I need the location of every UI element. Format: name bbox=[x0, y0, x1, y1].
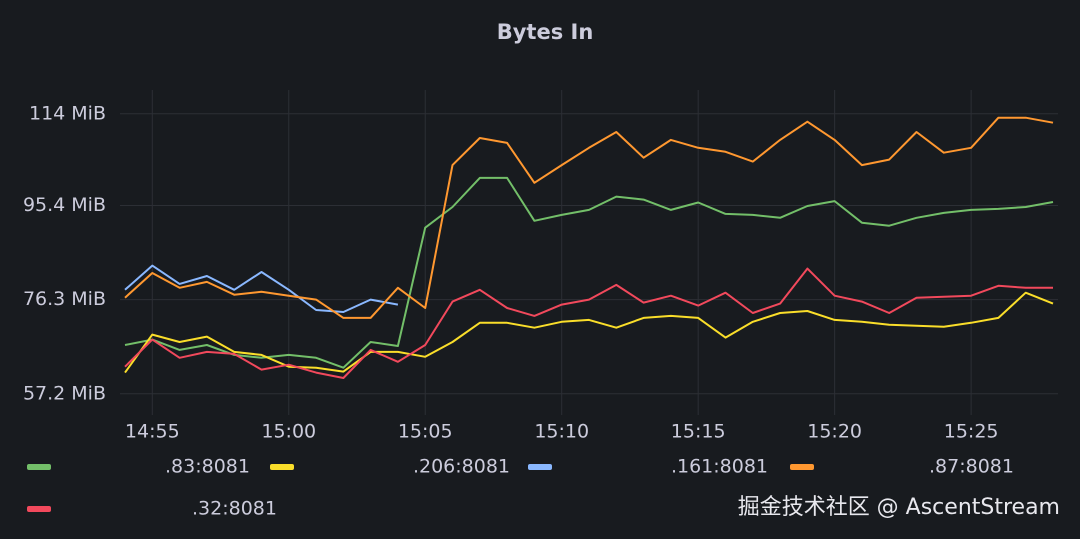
series-line bbox=[124, 176, 1054, 369]
legend-label: .161:8081 bbox=[671, 456, 768, 478]
x-tick-label: 15:25 bbox=[944, 421, 999, 443]
legend-swatch bbox=[270, 464, 294, 470]
legend-swatch bbox=[27, 506, 51, 512]
x-tick-label: 15:15 bbox=[671, 421, 726, 443]
series-line bbox=[124, 267, 1053, 379]
series-line bbox=[124, 291, 1054, 374]
x-tick-label: 15:20 bbox=[807, 421, 862, 443]
x-tick-label: 15:05 bbox=[398, 421, 453, 443]
y-tick-label: 95.4 MiB bbox=[23, 194, 106, 216]
legend-label: .32:8081 bbox=[192, 498, 277, 520]
legend-label: .206:8081 bbox=[413, 456, 510, 478]
y-tick-label: 114 MiB bbox=[29, 102, 106, 124]
x-tick-label: 14:55 bbox=[125, 421, 180, 443]
x-tick-label: 15:00 bbox=[261, 421, 316, 443]
y-tick-label: 57.2 MiB bbox=[23, 382, 106, 404]
legend-label: .87:8081 bbox=[929, 456, 1014, 478]
legend-swatch bbox=[27, 464, 51, 470]
x-tick-label: 15:10 bbox=[534, 421, 589, 443]
y-tick-label: 76.3 MiB bbox=[23, 288, 106, 310]
legend-swatch bbox=[528, 464, 552, 470]
series-line bbox=[124, 264, 399, 313]
chart-title: Bytes In bbox=[497, 20, 594, 44]
legend-label: .83:8081 bbox=[165, 456, 250, 478]
series-line bbox=[124, 116, 1054, 319]
watermark: 掘金技术社区 @ AscentStream bbox=[738, 495, 1060, 520]
legend-swatch bbox=[790, 464, 814, 470]
